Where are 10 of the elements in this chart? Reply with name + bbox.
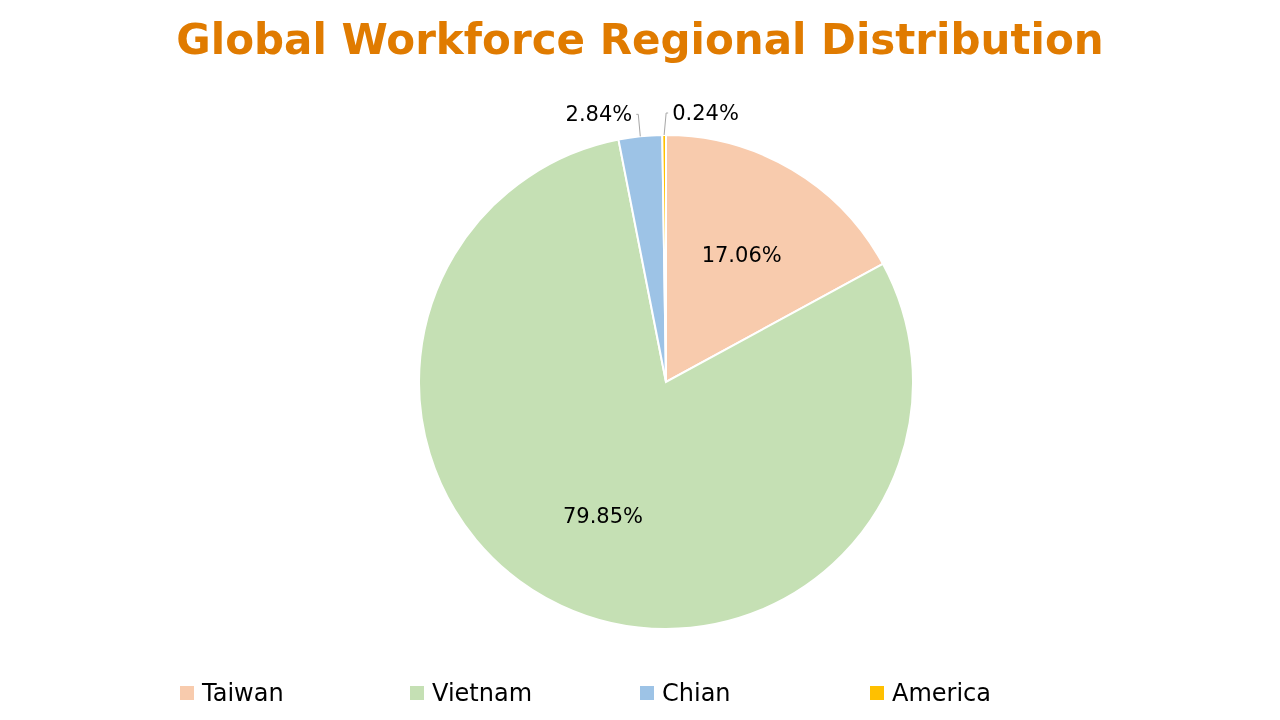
data-label: 79.85% xyxy=(562,504,644,529)
data-label: 0.24% xyxy=(672,101,739,126)
data-label: 17.06% xyxy=(701,242,782,267)
data-label: 2.84% xyxy=(565,102,633,127)
legend-label: America xyxy=(892,679,991,707)
legend-label: Taiwan xyxy=(202,679,284,707)
legend-label: Vietnam xyxy=(432,679,533,707)
legend-label: Chian xyxy=(662,679,731,707)
chart-title: Global Workforce Regional Distribution xyxy=(175,14,1105,66)
pie-slice xyxy=(418,138,914,630)
